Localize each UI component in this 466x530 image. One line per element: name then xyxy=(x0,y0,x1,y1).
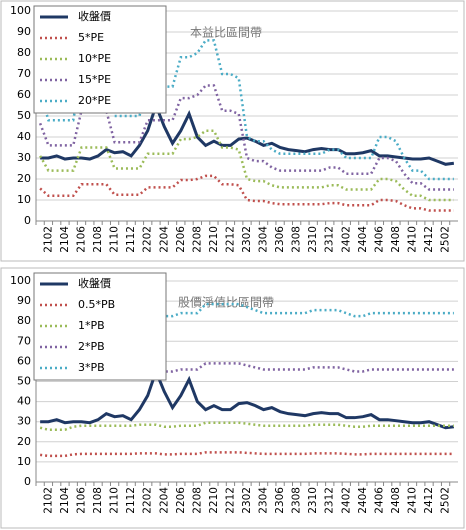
y-tick-label: 0 xyxy=(24,475,31,488)
x-tick-label: 2304 xyxy=(258,226,270,253)
x-tick-label: 2210 xyxy=(208,226,220,253)
y-tick-label: 80 xyxy=(17,314,31,327)
x-tick-label: 2306 xyxy=(274,226,286,253)
x-tick-label: 2104 xyxy=(59,487,71,514)
x-tick-label: 2312 xyxy=(324,226,336,253)
y-tick-label: 60 xyxy=(17,354,31,367)
x-tick-label: 2302 xyxy=(241,226,253,253)
x-tick-label: 2412 xyxy=(423,487,435,514)
y-tick-label: 50 xyxy=(17,375,31,388)
x-tick-label: 2310 xyxy=(307,226,319,253)
x-tick-label: 2112 xyxy=(125,226,137,253)
series-line xyxy=(39,451,454,458)
series-line xyxy=(40,101,455,166)
chart-title: 股價淨值比區間帶 xyxy=(178,295,274,310)
y-tick-label: 10 xyxy=(17,193,31,206)
x-tick-label: 2102 xyxy=(42,226,54,253)
x-tick-label: 2408 xyxy=(390,226,402,253)
series-line xyxy=(40,367,455,430)
x-tick-label: 2204 xyxy=(158,226,170,253)
x-tick-label: 2110 xyxy=(109,226,121,253)
x-tick-label: 2202 xyxy=(142,487,154,514)
y-tick-label: 0 xyxy=(24,214,31,227)
x-tick-label: 2202 xyxy=(142,226,154,253)
y-tick-label: 60 xyxy=(17,88,31,101)
y-tick-label: 20 xyxy=(17,435,31,448)
legend-label: 收盤價 xyxy=(78,9,111,23)
x-tick-label: 2206 xyxy=(175,487,187,514)
y-tick-label: 10 xyxy=(17,455,31,468)
x-tick-label: 2410 xyxy=(406,226,418,253)
x-tick-label: 2102 xyxy=(42,487,54,514)
x-tick-label: 2306 xyxy=(274,487,286,514)
legend-label: 10*PE xyxy=(78,52,111,65)
x-tick-label: 2108 xyxy=(92,487,104,514)
x-tick-label: 2402 xyxy=(340,226,352,253)
x-tick-label: 2410 xyxy=(406,487,418,514)
x-tick-label: 2308 xyxy=(291,226,303,253)
x-tick-label: 2212 xyxy=(224,487,236,514)
legend-label: 0.5*PB xyxy=(78,298,115,311)
x-tick-label: 2112 xyxy=(125,487,137,514)
legend-label: 1*PB xyxy=(78,319,105,332)
y-tick-label: 40 xyxy=(17,130,31,143)
chart-title: 本益比區間帶 xyxy=(190,26,262,40)
legend-label: 3*PB xyxy=(78,361,105,374)
x-tick-label: 2108 xyxy=(92,226,104,253)
x-tick-label: 2402 xyxy=(340,487,352,514)
y-tick-label: 70 xyxy=(17,67,31,80)
x-tick-label: 2208 xyxy=(191,487,203,514)
legend-label: 20*PE xyxy=(78,94,111,107)
x-tick-label: 2412 xyxy=(423,226,435,253)
legend-label: 收盤價 xyxy=(78,276,111,290)
legend-label: 2*PB xyxy=(78,340,105,353)
y-tick-label: 30 xyxy=(17,151,31,164)
x-tick-label: 2106 xyxy=(76,226,88,253)
y-tick-label: 40 xyxy=(17,395,31,408)
x-tick-label: 2404 xyxy=(357,226,369,253)
x-tick-label: 2210 xyxy=(208,487,220,514)
x-tick-label: 2204 xyxy=(158,487,170,514)
y-tick-label: 80 xyxy=(17,46,31,59)
x-tick-label: 2406 xyxy=(373,226,385,253)
x-tick-label: 2310 xyxy=(307,487,319,514)
y-tick-label: 90 xyxy=(17,25,31,38)
x-tick-label: 2206 xyxy=(175,226,187,253)
x-tick-label: 2104 xyxy=(59,226,71,253)
x-tick-label: 2304 xyxy=(258,487,270,514)
x-tick-label: 2208 xyxy=(191,226,203,253)
x-tick-label: 2308 xyxy=(291,487,303,514)
x-tick-label: 2502 xyxy=(440,226,452,253)
series-line xyxy=(39,421,454,431)
x-tick-label: 2406 xyxy=(373,487,385,514)
x-tick-label: 2110 xyxy=(109,487,121,514)
y-tick-label: 20 xyxy=(17,172,31,185)
x-tick-label: 2408 xyxy=(390,487,402,514)
y-tick-label: 90 xyxy=(17,294,31,307)
y-tick-label: 50 xyxy=(17,109,31,122)
y-tick-label: 100 xyxy=(10,274,31,287)
x-tick-label: 2212 xyxy=(224,226,236,253)
x-tick-label: 2502 xyxy=(440,487,452,514)
y-tick-label: 100 xyxy=(10,4,31,17)
y-tick-label: 70 xyxy=(17,334,31,347)
legend-label: 15*PE xyxy=(78,73,111,86)
legend-label: 5*PE xyxy=(78,31,104,44)
x-tick-label: 2106 xyxy=(76,487,88,514)
x-tick-label: 2302 xyxy=(241,487,253,514)
y-tick-label: 30 xyxy=(17,415,31,428)
x-tick-label: 2404 xyxy=(357,487,369,514)
x-tick-label: 2312 xyxy=(324,487,336,514)
